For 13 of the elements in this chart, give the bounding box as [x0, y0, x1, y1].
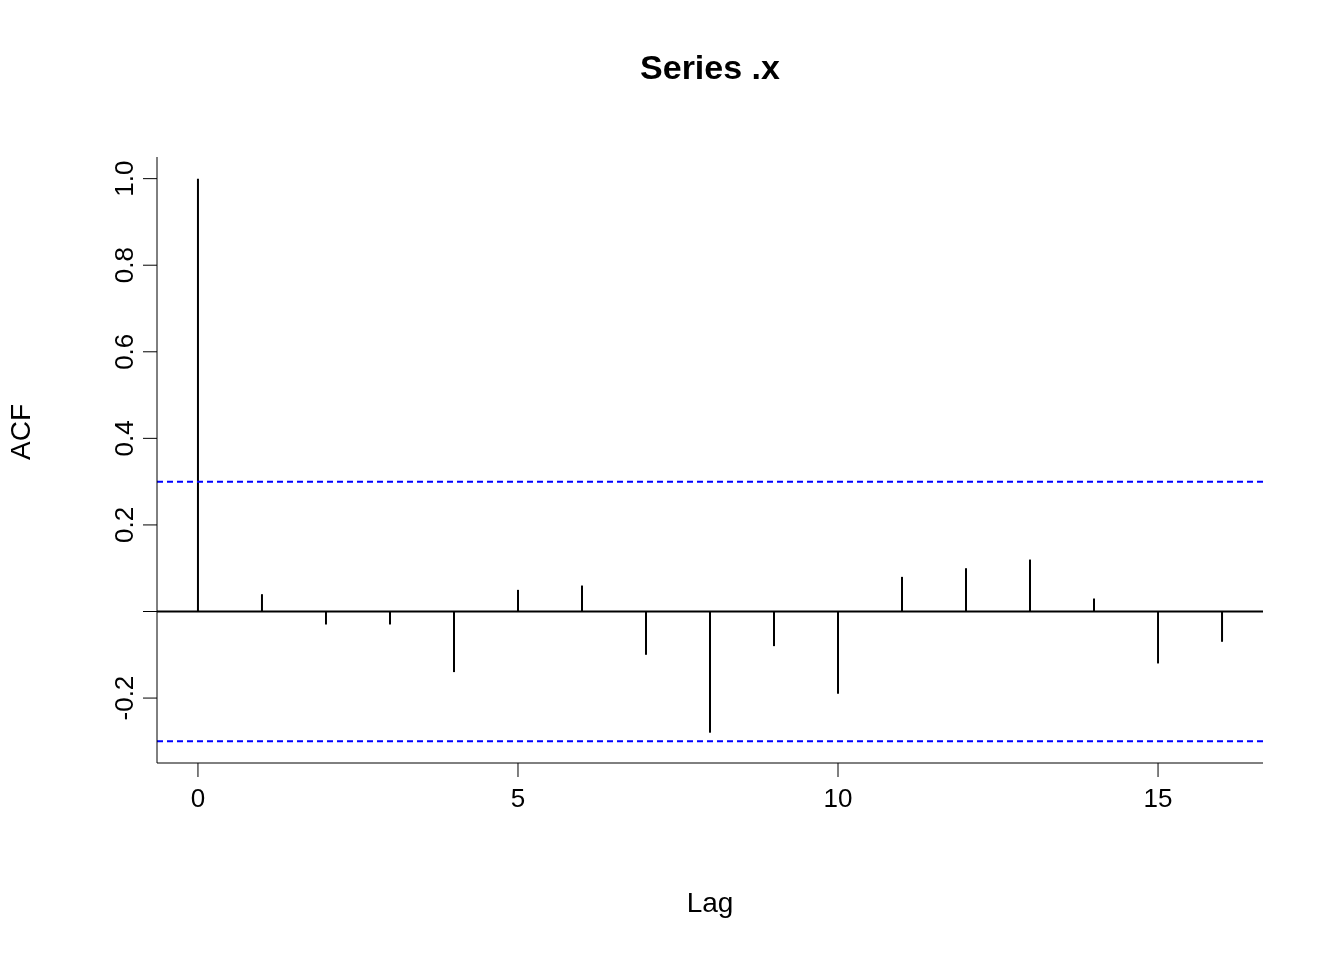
y-tick-label: 1.0	[109, 160, 139, 197]
y-tick-label: -0.2	[109, 675, 139, 721]
x-tick-label: 10	[823, 783, 853, 813]
chart-title: Series .x	[639, 48, 781, 87]
x-axis-title: Lag	[686, 887, 734, 918]
y-tick-label: 0.2	[109, 506, 139, 544]
y-tick-label: 0.8	[109, 247, 139, 284]
x-tick-label: 15	[1143, 783, 1173, 813]
y-tick-label: 0.4	[109, 420, 139, 457]
x-tick-label: 0	[190, 783, 206, 813]
y-tick-label: 0.6	[109, 333, 139, 370]
x-tick-label: 5	[510, 783, 526, 813]
y-axis-title: ACF	[4, 404, 36, 460]
